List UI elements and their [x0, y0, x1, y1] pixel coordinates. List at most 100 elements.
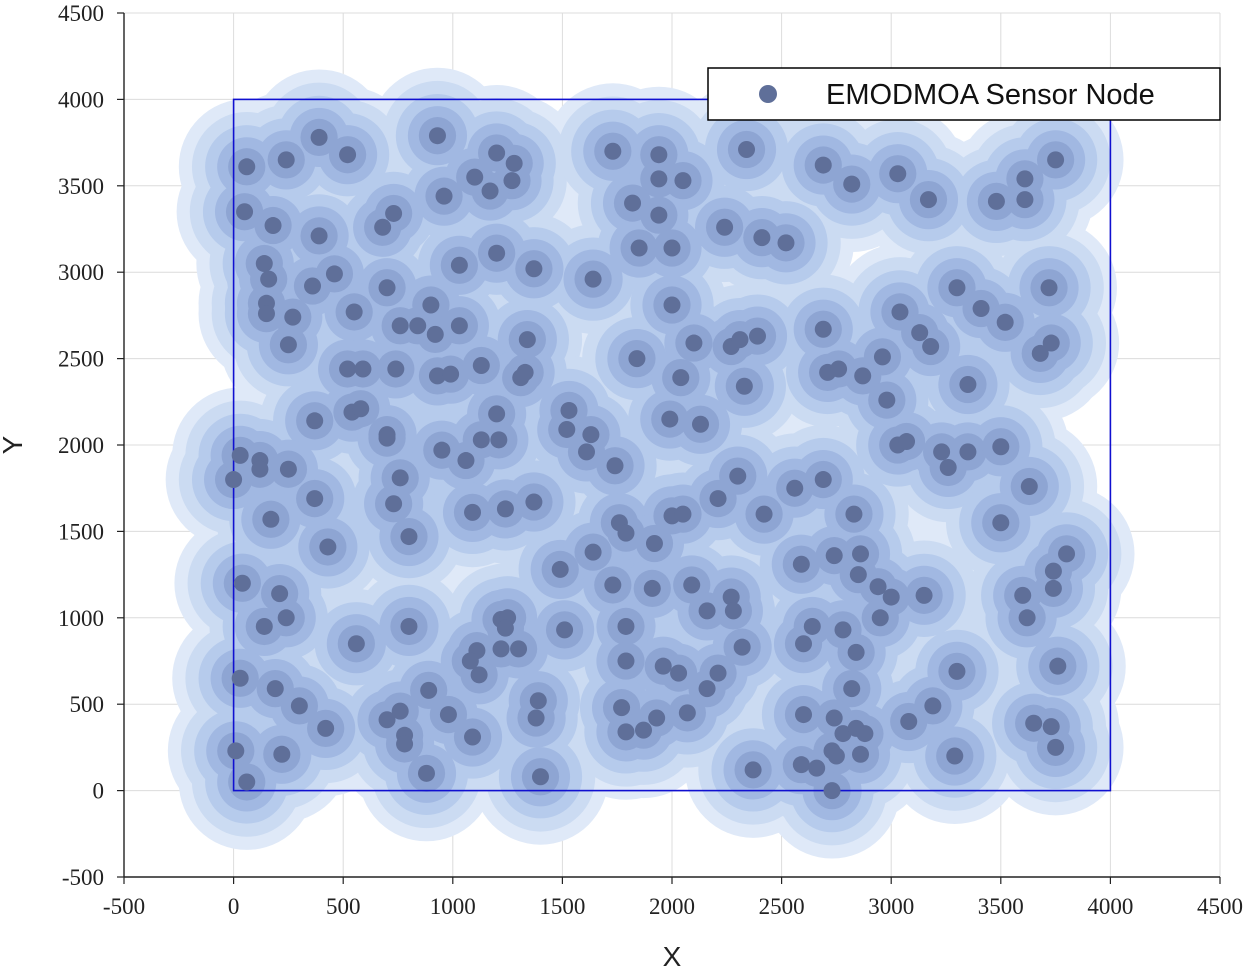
sensor-node-point [698, 680, 716, 698]
legend-marker [759, 85, 777, 103]
sensor-node-point [417, 764, 435, 782]
sensor-node-point [617, 652, 635, 670]
sensor-node-point [231, 669, 249, 687]
x-tick-label: 4000 [1087, 894, 1133, 919]
sensor-node-point [503, 172, 521, 190]
sensor-node-point [722, 588, 740, 606]
sensor-node-point [279, 460, 297, 478]
sensor-node-point [264, 217, 282, 235]
sensor-node-point [420, 681, 438, 699]
y-tick-label: 2500 [58, 347, 104, 372]
sensor-node-point [277, 609, 295, 627]
y-tick-label: 3500 [58, 174, 104, 199]
legend-label: EMODMOA Sensor Node [826, 79, 1155, 111]
sensor-node-point [251, 460, 269, 478]
sensor-node-point [630, 239, 648, 257]
sensor-node-point [604, 576, 622, 594]
sensor-node-point [466, 168, 484, 186]
sensor-node-point [624, 194, 642, 212]
sensor-node-point [354, 360, 372, 378]
sensor-node-point [891, 303, 909, 321]
sensor-node-point [1044, 579, 1062, 597]
sensor-node-point [996, 313, 1014, 331]
x-tick-label: -500 [103, 894, 145, 919]
sensor-node-point [617, 723, 635, 741]
sensor-node-point [510, 640, 528, 658]
sensor-node-point [262, 510, 280, 528]
sensor-node-point [946, 747, 964, 765]
sensor-node-point [525, 493, 543, 511]
sensor-node-point [843, 175, 861, 193]
sensor-node-point [271, 585, 289, 603]
sensor-node-point [729, 467, 747, 485]
sensor-node-point [834, 725, 852, 743]
sensor-node-point [650, 146, 668, 164]
sensor-node-point [738, 141, 756, 159]
sensor-node-point [854, 367, 872, 385]
sensor-node-point [1042, 334, 1060, 352]
x-tick-label: 500 [326, 894, 361, 919]
x-tick-label: 2000 [649, 894, 695, 919]
sensor-node-point [670, 664, 688, 682]
x-tick-label: 3000 [868, 894, 914, 919]
sensor-node-point [882, 588, 900, 606]
sensor-node-point [959, 443, 977, 461]
sensor-node-point [433, 441, 451, 459]
sensor-node-point [277, 151, 295, 169]
x-tick-label: 2500 [759, 894, 805, 919]
sensor-node-point [709, 490, 727, 508]
x-tick-label: 4500 [1197, 894, 1243, 919]
sensor-node-point [442, 365, 460, 383]
legend-box [707, 67, 1221, 121]
sensor-node-point [777, 234, 795, 252]
sensor-node-point [948, 279, 966, 297]
sensor-node-point [1016, 191, 1034, 209]
sensor-node-point [1018, 609, 1036, 627]
sensor-node-point [845, 505, 863, 523]
sensor-node-point [472, 357, 490, 375]
sensor-node-point [457, 452, 475, 470]
sensor-node-point [490, 431, 508, 449]
deployment-region [232, 98, 1112, 792]
sensor-node-point [422, 296, 440, 314]
sensor-node-point [1047, 151, 1065, 169]
sensor-node-point [733, 638, 751, 656]
sensor-node-point [428, 127, 446, 145]
sensor-node-point [1058, 545, 1076, 563]
sensor-node-point [304, 277, 322, 295]
sensor-node-point [645, 534, 663, 552]
sensor-node-point [279, 336, 297, 354]
sensor-node-point [716, 218, 734, 236]
sensor-node-point [613, 699, 631, 717]
sensor-node-point [378, 279, 396, 297]
sensor-node-point [847, 643, 865, 661]
y-tick-label: 2000 [58, 433, 104, 458]
sensor-node-point [347, 635, 365, 653]
sensor-node-point [488, 405, 506, 423]
y-tick-label: 0 [93, 779, 105, 804]
sensor-node-point [231, 446, 249, 464]
sensor-node-point [672, 369, 690, 387]
sensor-node-point [650, 206, 668, 224]
sensor-node-point [744, 761, 762, 779]
x-tick-label: 0 [228, 894, 240, 919]
sensor-node-point [391, 469, 409, 487]
sensor-node-point [992, 514, 1010, 532]
sensor-node-point [464, 728, 482, 746]
sensor-node-point [233, 574, 251, 592]
sensor-node-point [345, 303, 363, 321]
sensor-node-point [814, 156, 832, 174]
sensor-node-point [306, 412, 324, 430]
sensor-node-point [450, 317, 468, 335]
sensor-node-point [391, 317, 409, 335]
sensor-node-point [428, 367, 446, 385]
sensor-node-point [310, 227, 328, 245]
sensor-node-point [529, 692, 547, 710]
sensor-node-point [273, 745, 291, 763]
sensor-node-point [584, 270, 602, 288]
sensor-node-point [582, 426, 600, 444]
sensor-node-point [385, 204, 403, 222]
sensor-node-point [919, 191, 937, 209]
sensor-node-point [698, 602, 716, 620]
